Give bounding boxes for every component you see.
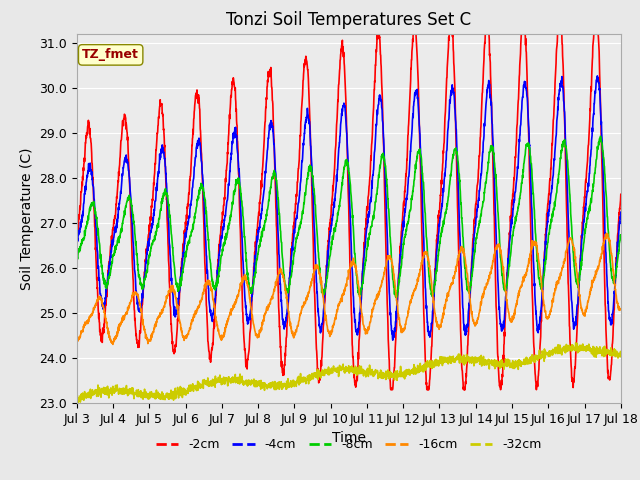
-4cm <box>584 181 592 187</box>
Line: -8cm: -8cm <box>77 136 621 298</box>
-2cm <box>225 134 232 140</box>
-4cm <box>593 73 601 79</box>
-8cm <box>365 235 372 240</box>
-2cm <box>387 387 395 393</box>
-8cm <box>584 210 592 216</box>
-2cm <box>617 192 625 197</box>
-32cm <box>617 351 625 357</box>
-2cm <box>508 212 515 217</box>
-16cm <box>569 242 577 248</box>
-2cm <box>570 384 577 390</box>
-16cm <box>507 318 515 324</box>
-4cm <box>365 211 372 217</box>
-2cm <box>73 232 81 238</box>
-16cm <box>73 339 81 345</box>
-4cm <box>376 95 384 100</box>
X-axis label: Time: Time <box>332 432 366 445</box>
-8cm <box>596 133 604 139</box>
-2cm <box>376 52 384 58</box>
-2cm <box>365 193 372 199</box>
-16cm <box>376 285 384 290</box>
-2cm <box>584 143 592 148</box>
-8cm <box>617 235 625 240</box>
-16cm <box>225 314 232 320</box>
Line: -32cm: -32cm <box>77 343 621 402</box>
-8cm <box>393 295 401 300</box>
-16cm <box>109 341 116 347</box>
Line: -16cm: -16cm <box>77 233 621 344</box>
-8cm <box>73 258 81 264</box>
-2cm <box>374 31 381 36</box>
-4cm <box>507 222 515 228</box>
-32cm <box>74 399 82 405</box>
-16cm <box>365 327 372 333</box>
-16cm <box>617 307 625 312</box>
-4cm <box>73 243 81 249</box>
-32cm <box>376 372 384 377</box>
-32cm <box>584 345 592 351</box>
-32cm <box>73 396 81 401</box>
Legend: -2cm, -4cm, -8cm, -16cm, -32cm: -2cm, -4cm, -8cm, -16cm, -32cm <box>151 433 547 456</box>
-8cm <box>569 246 577 252</box>
-4cm <box>617 209 625 215</box>
-8cm <box>507 249 515 254</box>
Line: -4cm: -4cm <box>77 76 621 340</box>
-4cm <box>225 181 232 187</box>
-32cm <box>507 361 515 367</box>
-4cm <box>569 318 577 324</box>
-8cm <box>225 226 232 232</box>
-8cm <box>376 165 384 171</box>
-16cm <box>584 299 592 305</box>
Text: TZ_fmet: TZ_fmet <box>82 48 139 61</box>
-32cm <box>569 345 577 351</box>
-32cm <box>572 340 580 346</box>
-32cm <box>365 371 372 376</box>
-16cm <box>603 230 611 236</box>
-32cm <box>225 377 232 383</box>
Line: -2cm: -2cm <box>77 34 621 390</box>
-4cm <box>389 337 397 343</box>
Y-axis label: Soil Temperature (C): Soil Temperature (C) <box>20 147 34 289</box>
Title: Tonzi Soil Temperatures Set C: Tonzi Soil Temperatures Set C <box>226 11 472 29</box>
